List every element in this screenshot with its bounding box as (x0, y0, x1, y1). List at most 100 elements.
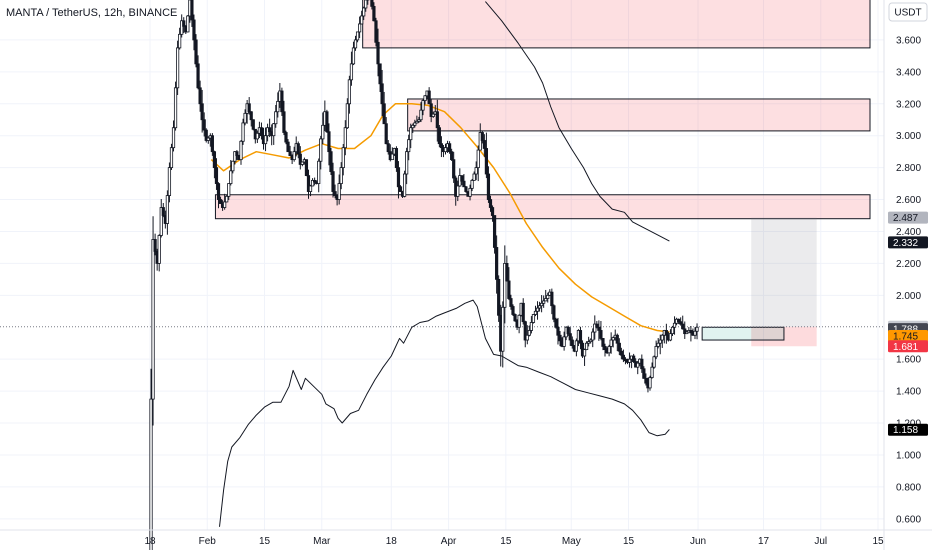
candle (621, 349, 626, 363)
candle-body (435, 111, 439, 129)
currency-selector[interactable] (888, 2, 928, 22)
candle-body (298, 153, 302, 165)
candle-body (159, 207, 163, 236)
candle-body (251, 119, 255, 130)
candle-body (535, 307, 540, 312)
candle (353, 35, 358, 51)
candle (681, 315, 685, 330)
candle-body (313, 179, 317, 183)
candle (329, 147, 333, 176)
candle-body (429, 103, 433, 117)
candle-body (358, 23, 362, 33)
candle (695, 323, 699, 340)
candle-body (161, 207, 165, 216)
x-tick-label: Apr (441, 536, 457, 547)
candle (460, 175, 464, 186)
candle (321, 112, 325, 145)
grid (0, 0, 884, 530)
candle-body (527, 330, 531, 336)
candle (497, 275, 501, 322)
y-tick-label: 1.600 (896, 355, 921, 366)
candle-body (296, 143, 300, 155)
candle-body (544, 298, 548, 302)
candle-body (167, 167, 172, 196)
candle-body (212, 151, 217, 169)
candle (658, 334, 662, 355)
candle-body (693, 330, 697, 336)
candle (431, 111, 435, 118)
candle (668, 329, 673, 342)
candle (409, 123, 413, 149)
candle-body (501, 306, 505, 352)
candle-body (304, 159, 309, 177)
candle (486, 166, 491, 203)
price-tag-value: 2.487 (893, 213, 918, 224)
candle-body (327, 131, 331, 153)
candle (296, 141, 300, 159)
candle-body (151, 239, 155, 400)
candle (421, 99, 425, 116)
candle (615, 333, 619, 352)
candle (415, 115, 419, 124)
indicator-lines (0, 1, 884, 527)
currency-label: USDT (894, 8, 921, 19)
candle-body (591, 331, 595, 341)
candle-body (566, 326, 570, 335)
candle-body (664, 330, 668, 336)
position-target-area[interactable] (751, 217, 817, 327)
candle-body (450, 151, 454, 161)
candle-body (276, 100, 280, 113)
candle (180, 14, 184, 38)
candle-body (319, 138, 323, 162)
candle-body (196, 63, 200, 89)
candle-body (497, 278, 501, 316)
price-tag-value: 1.158 (893, 425, 918, 436)
candle (650, 362, 654, 379)
y-tick-label: 1.400 (896, 387, 921, 398)
candle (550, 288, 554, 315)
long-position-tool[interactable] (701, 217, 817, 347)
candle-body (308, 185, 313, 192)
candle-body (619, 350, 623, 356)
candle (239, 140, 243, 165)
candle (202, 112, 206, 137)
candle (268, 118, 272, 138)
candle (235, 150, 239, 160)
candle (198, 80, 202, 112)
candle (206, 136, 210, 144)
candle (570, 336, 574, 349)
candle-body (611, 337, 615, 341)
candle-body (533, 310, 538, 315)
chart-title: MANTA / TetherUS, 12h, BINANCE (6, 7, 177, 19)
candle-body (216, 183, 221, 200)
candle (229, 159, 233, 186)
candle (513, 313, 517, 322)
candle (593, 315, 597, 340)
candle-body (650, 366, 654, 378)
candle-body (169, 147, 174, 169)
candle (597, 320, 601, 341)
candle-body (509, 298, 513, 307)
candle-body (542, 300, 546, 304)
candle-body (478, 132, 482, 151)
entry-box[interactable] (701, 326, 785, 341)
candle (339, 162, 343, 190)
candle-body (640, 358, 644, 370)
x-tick-label: Jul (814, 536, 827, 547)
price-tag-value: 2.332 (893, 238, 918, 249)
candle (589, 338, 593, 344)
candle (196, 55, 200, 90)
candle-body (474, 167, 478, 175)
candle (192, 14, 196, 51)
candle (308, 184, 313, 197)
candle-body (679, 321, 683, 325)
candle (636, 361, 640, 375)
candle-body (198, 87, 202, 105)
zone-box (362, 0, 871, 49)
price-tags: 2.4872.3321.80301:59:001.7881.7451.6811.… (888, 211, 928, 436)
x-tick-label: 15 (500, 536, 512, 547)
candle (403, 170, 407, 198)
candle-body (607, 346, 611, 354)
